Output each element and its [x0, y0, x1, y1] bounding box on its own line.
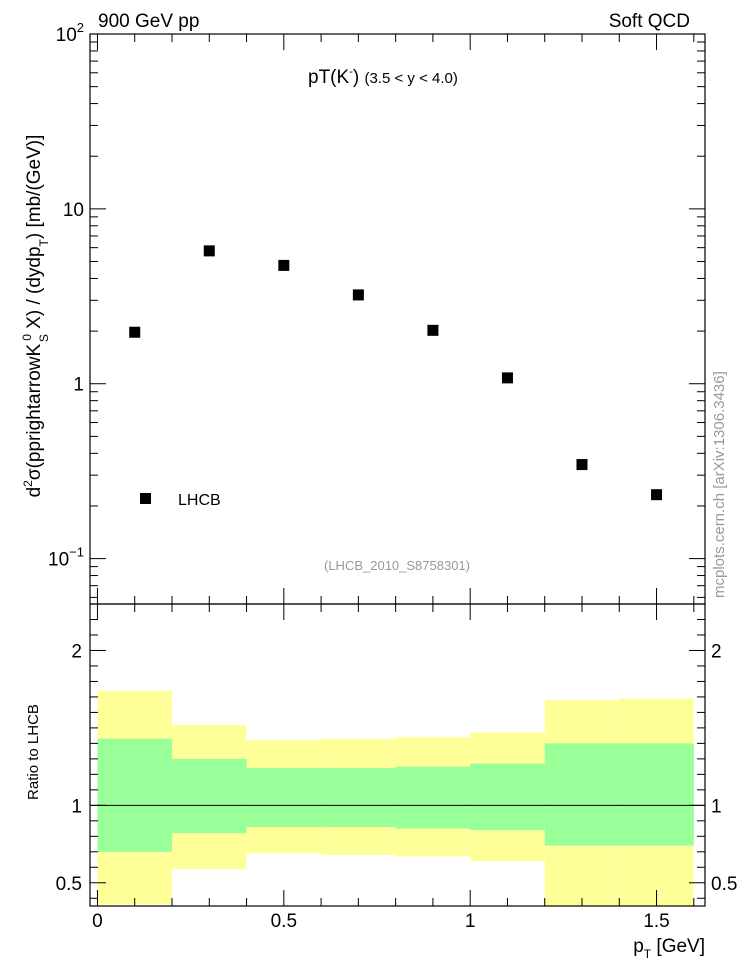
inner-band-bin	[321, 768, 396, 828]
y-tick-label: 1	[73, 375, 84, 396]
x-tick-label: 1	[465, 911, 476, 932]
inner-band-bin	[619, 743, 694, 846]
data-point	[427, 324, 439, 336]
y-tick-label-right: 1	[711, 796, 722, 817]
data-point	[576, 459, 588, 471]
ratio-y-ticks: 0.5 0.5 1 1 2 2	[56, 618, 737, 899]
x-axis-label: pT [GeV]	[633, 936, 705, 961]
header-right: Soft QCD	[609, 11, 690, 32]
y-tick-label: 10	[63, 200, 84, 221]
legend-label: LHCB	[178, 492, 221, 509]
inner-band-bin	[544, 743, 620, 846]
y-tick-label-right: 0.5	[711, 874, 737, 895]
inner-band-bin	[395, 766, 471, 829]
ratio-y-axis-label: Ratio to LHCB	[25, 704, 42, 800]
ratio-bands	[97, 690, 694, 906]
inner-band-bin	[172, 758, 247, 834]
inner-band-bin	[470, 763, 545, 831]
ratio-panel: 0.5 0.5 1 1 2 2 0 0.5 1 1.5 Ratio to LHCB pT [Ge…	[25, 603, 737, 961]
data-point	[352, 289, 364, 301]
main-panel: 10−1 1 10 102 pT(K-) (3.5 < y < 4.0) LHCB (…	[20, 20, 706, 605]
y-tick-label: 2	[71, 641, 82, 662]
y-tick-label: 10−1	[48, 545, 84, 571]
legend-marker	[140, 493, 151, 504]
data-point	[203, 245, 215, 257]
ratio-x-ticks: 0 0.5 1 1.5	[92, 604, 695, 932]
y-tick-label: 102	[56, 20, 84, 46]
data-point	[651, 489, 663, 501]
side-label: mcplots.cern.ch [arXiv:1306.3436]	[711, 371, 728, 598]
data-point	[278, 259, 290, 271]
y-tick-label: 0.5	[56, 874, 82, 895]
data-points	[129, 245, 663, 501]
main-x-ticks	[96, 34, 695, 604]
main-plot-frame	[89, 33, 706, 605]
x-tick-label: 0	[92, 911, 103, 932]
main-y-axis-label: d2σ(pprightarrowK0 S X) / (dydpT) [mb/(Ge…	[20, 135, 51, 498]
inner-band-bin	[97, 738, 172, 852]
header-left: 900 GeV pp	[98, 11, 199, 32]
x-tick-label: 1.5	[643, 911, 669, 932]
main-y-ticks: 10−1 1 10 102	[48, 20, 705, 598]
main-title: pT(K-) (3.5 < y < 4.0)	[308, 66, 458, 88]
ratio-plot-frame	[89, 603, 706, 907]
y-tick-label-right: 2	[711, 641, 722, 662]
data-point	[129, 326, 141, 338]
inner-band-bin	[246, 768, 322, 828]
x-tick-label: 0.5	[271, 911, 297, 932]
y-tick-label: 1	[71, 796, 82, 817]
analysis-annotation: (LHCB_2010_S8758301)	[324, 558, 470, 573]
data-point	[501, 372, 513, 384]
